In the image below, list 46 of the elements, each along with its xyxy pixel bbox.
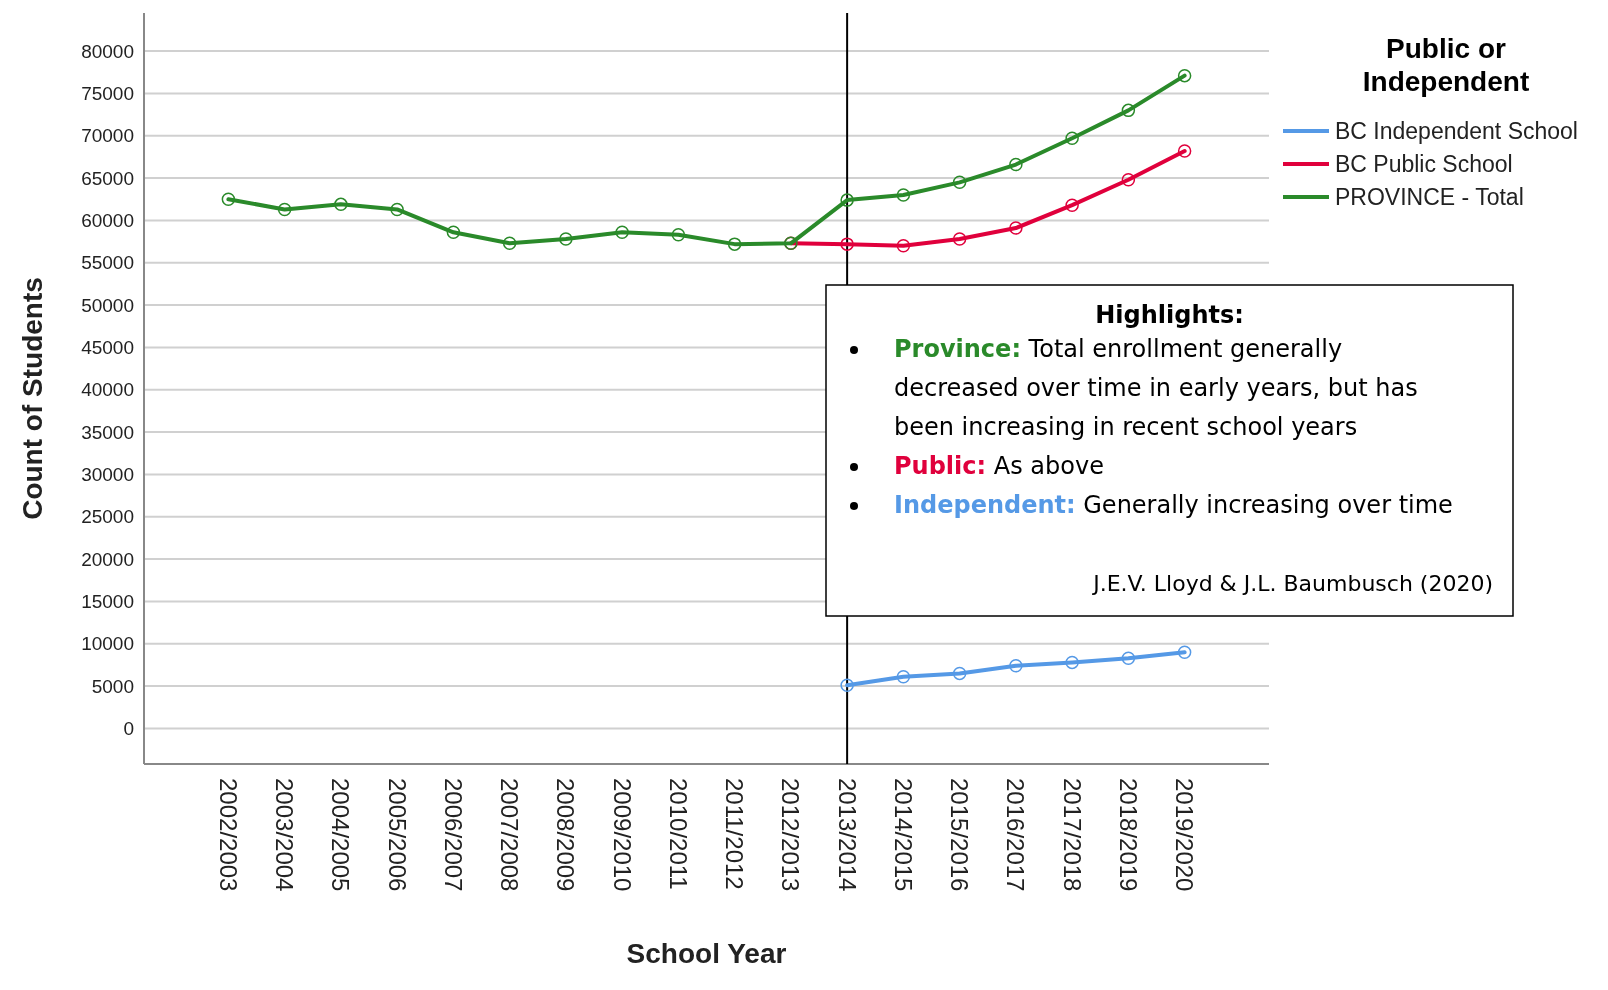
annotation: Independent: Generally increasing over time [894, 491, 1453, 519]
annotation: J.E.V. Lloyd & J.L. Baumbusch (2020) [1091, 571, 1493, 596]
y-tick-label: 40000 [81, 379, 134, 401]
y-tick-label: 80000 [81, 40, 134, 62]
y-tick-label: 75000 [81, 83, 134, 105]
x-tick-label: 2007/2008 [496, 778, 524, 892]
y-tick-label: 5000 [91, 675, 134, 697]
y-tick-label: 55000 [81, 252, 134, 274]
y-tick-label: 45000 [81, 337, 134, 359]
annotation: Public: As above [894, 452, 1104, 480]
legend-label: PROVINCE - Total [1335, 184, 1524, 211]
x-tick-label: 2005/2006 [383, 778, 411, 892]
annotation: Province: Total enrollment generally decreased over time in early years, but has been increasing in recent school years [894, 335, 1418, 441]
x-tick-label: 2019/2020 [1171, 778, 1199, 892]
x-tick-label: 2015/2016 [946, 778, 974, 892]
y-tick-label: 50000 [81, 294, 134, 316]
x-tick-label: 2014/2015 [889, 778, 917, 892]
legend-title: Public or Independent [1362, 33, 1530, 97]
x-tick-label: 2004/2005 [327, 778, 355, 892]
x-tick-label: 2009/2010 [608, 778, 636, 892]
x-tick-label: 2006/2007 [439, 778, 467, 892]
y-tick-label: 60000 [81, 210, 134, 232]
x-tick-label: 2003/2004 [271, 778, 299, 892]
y-tick-label: 15000 [81, 591, 134, 613]
x-tick-label: 2016/2017 [1002, 778, 1030, 892]
legend-label: BC Public School [1335, 151, 1513, 178]
x-tick-label: 2008/2009 [552, 778, 580, 892]
y-tick-label: 25000 [81, 506, 134, 528]
x-tick-label: 2012/2013 [777, 778, 805, 892]
y-tick-label: 65000 [81, 167, 134, 189]
annotation: Highlights: [1095, 301, 1244, 329]
y-tick-label: 0 [123, 718, 134, 740]
y-axis-title: Count of Students [17, 277, 48, 520]
y-tick-label: 35000 [81, 421, 134, 443]
x-tick-label: 2010/2011 [664, 778, 692, 890]
y-tick-label: 10000 [81, 633, 134, 655]
y-tick-label: 30000 [81, 464, 134, 486]
x-tick-label: 2017/2018 [1058, 778, 1086, 892]
y-tick-label: 20000 [81, 548, 134, 570]
x-tick-label: 2013/2014 [833, 778, 861, 892]
x-tick-label: 2002/2003 [214, 778, 242, 892]
y-tick-label: 70000 [81, 125, 134, 147]
x-axis-title: School Year [626, 938, 787, 969]
x-tick-label: 2011/2012 [721, 778, 749, 890]
legend-label: BC Independent School [1335, 118, 1578, 145]
x-tick-label: 2018/2019 [1114, 778, 1142, 892]
